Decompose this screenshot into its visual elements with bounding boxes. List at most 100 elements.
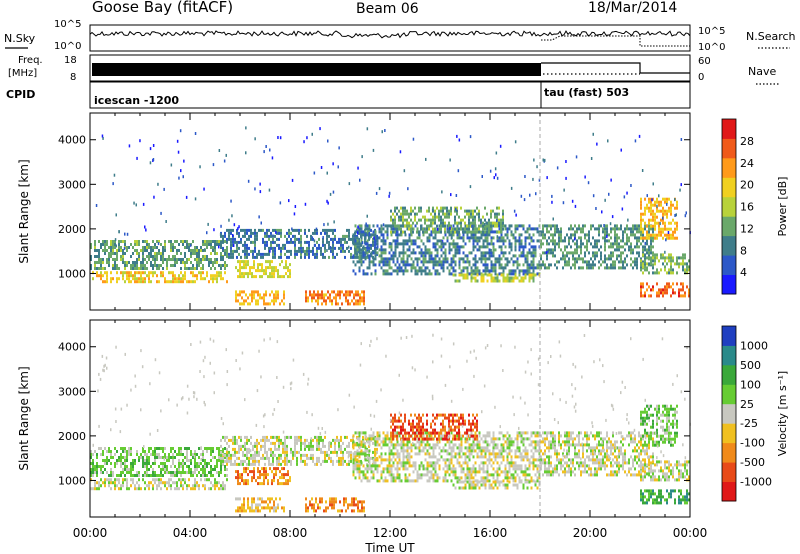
echo-cell <box>312 459 314 463</box>
echo-cell <box>254 234 256 238</box>
echo-cell <box>608 239 610 243</box>
echo-cell <box>438 212 440 216</box>
echo-cell <box>688 268 690 272</box>
echo-cell <box>190 450 192 453</box>
echo-cell <box>296 228 298 232</box>
echo-cell <box>214 465 216 468</box>
echo-cell <box>318 444 320 448</box>
echo-cell <box>220 240 222 244</box>
echo-cell <box>264 447 266 451</box>
echo-cell <box>212 264 214 267</box>
echo-cell <box>174 255 176 258</box>
echo-cell <box>286 453 288 457</box>
echo-cell <box>612 242 614 246</box>
echo-cell <box>164 462 166 465</box>
echo-cell <box>184 264 186 267</box>
echo-cell <box>358 452 361 456</box>
echo-cell <box>480 218 482 222</box>
echo-cell <box>432 215 434 219</box>
echo-cell <box>482 254 485 258</box>
cpid-panel-frame <box>89 81 691 109</box>
echo-cell <box>154 447 156 450</box>
echo-cell <box>116 484 118 488</box>
echo-cell <box>138 484 140 488</box>
echo-cell <box>502 236 505 240</box>
echo-cell <box>390 224 392 228</box>
echo-cell <box>306 249 308 253</box>
echo-cell <box>268 459 270 463</box>
echo-cell <box>160 211 162 215</box>
echo-cell <box>358 269 361 273</box>
echo-cell <box>536 165 538 169</box>
echo-region <box>640 197 678 240</box>
echo-cell <box>277 275 279 279</box>
echo-cell <box>100 274 102 278</box>
echo-cell <box>95 204 98 207</box>
echo-cell <box>126 277 128 281</box>
echo-cell <box>154 258 156 261</box>
echo-cell <box>278 243 280 247</box>
echo-cell <box>450 227 452 231</box>
colorbar-label: Power [dB] <box>776 177 789 237</box>
echo-cell <box>164 246 166 249</box>
echo-cell <box>436 215 438 219</box>
echo-cell <box>478 227 480 231</box>
echo-cell <box>458 227 461 231</box>
echo-cell <box>196 277 198 281</box>
echo-cell <box>100 447 102 450</box>
echo-cell <box>354 251 357 255</box>
echo-cell <box>206 450 208 453</box>
echo-cell <box>668 221 670 225</box>
echo-cell <box>672 236 674 240</box>
echo-cell <box>406 248 409 252</box>
echo-cell <box>277 479 279 483</box>
echo-cell <box>337 290 339 294</box>
echo-cell <box>544 233 546 237</box>
echo-cell <box>258 228 260 232</box>
echo-cell <box>114 246 116 249</box>
echo-cell <box>358 431 361 435</box>
echo-cell <box>251 509 253 513</box>
echo-cell <box>342 462 344 466</box>
echo-cell <box>200 261 202 264</box>
echo-cell <box>289 479 291 483</box>
echo-cell <box>228 450 230 454</box>
echo-cell <box>522 269 525 273</box>
echo-cell <box>228 237 230 241</box>
echo-cell <box>498 221 500 225</box>
echo-cell <box>132 277 134 281</box>
echo-cell <box>340 240 342 244</box>
echo-cell <box>170 249 172 252</box>
echo-cell <box>666 291 668 295</box>
echo-cell <box>274 255 276 259</box>
echo-cell <box>312 237 314 241</box>
echo-cell <box>196 474 198 477</box>
echo-cell <box>656 236 658 240</box>
echo-cell <box>239 272 241 276</box>
echo-cell <box>240 435 242 439</box>
echo-cell <box>644 263 646 267</box>
echo-cell <box>118 246 120 249</box>
echo-cell <box>552 236 554 240</box>
echo-cell <box>146 267 148 270</box>
echo-cell <box>196 468 198 471</box>
echo-cell <box>380 251 383 255</box>
echo-cell <box>332 459 334 463</box>
echo-cell <box>300 255 302 259</box>
echo-cell <box>254 231 256 235</box>
echo-cell <box>138 258 140 261</box>
echo-cell <box>482 242 485 246</box>
echo-cell <box>642 218 644 222</box>
echo-cell <box>136 474 138 477</box>
echo-cell <box>336 459 338 463</box>
echo-cell <box>261 506 263 510</box>
echo-cell <box>496 276 499 280</box>
echo-cell <box>370 437 373 441</box>
echo-cell <box>264 243 266 247</box>
echo-cell <box>534 245 537 249</box>
echo-cell <box>285 266 287 270</box>
echo-cell <box>650 233 652 237</box>
echo-cell <box>368 224 371 228</box>
echo-cell <box>388 251 391 255</box>
echo-cell <box>269 497 271 501</box>
